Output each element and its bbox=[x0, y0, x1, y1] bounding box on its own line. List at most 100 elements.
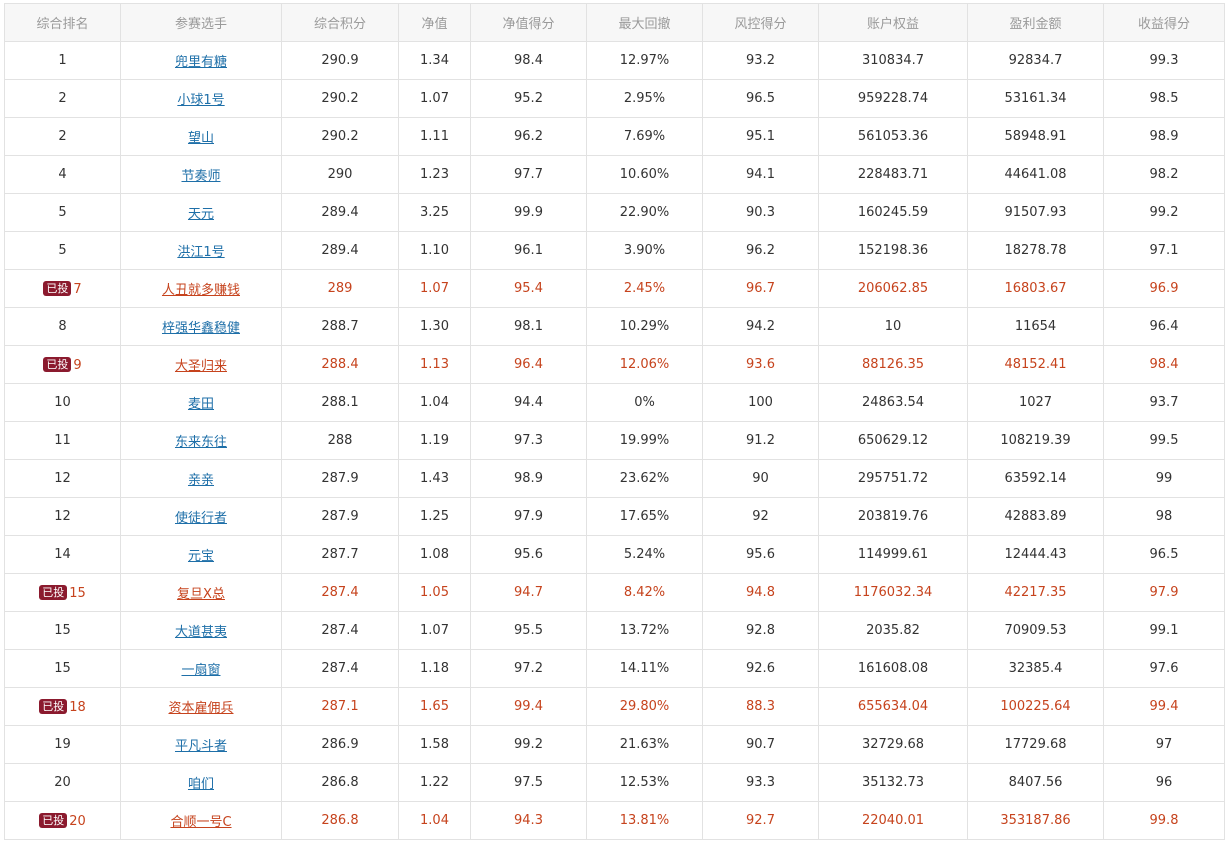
return-score-cell: 98.2 bbox=[1103, 155, 1225, 194]
rank-cell: 已投 18 bbox=[4, 687, 121, 726]
equity-cell: 295751.72 bbox=[818, 459, 968, 498]
player-link[interactable]: 复旦X总 bbox=[177, 587, 225, 602]
column-header-max-drawdown[interactable]: 最大回撤 bbox=[586, 3, 703, 42]
nav-cell: 1.58 bbox=[398, 725, 471, 764]
column-header-risk-score[interactable]: 风控得分 bbox=[702, 3, 819, 42]
equity-cell: 24863.54 bbox=[818, 383, 968, 422]
return-score-cell: 98.9 bbox=[1103, 117, 1225, 156]
nav-score-cell: 99.4 bbox=[470, 687, 587, 726]
return-score-cell: 99.4 bbox=[1103, 687, 1225, 726]
max-drawdown-cell: 29.80% bbox=[586, 687, 703, 726]
nav-cell: 1.18 bbox=[398, 649, 471, 688]
profit-cell: 12444.43 bbox=[967, 535, 1104, 574]
max-drawdown-cell: 12.53% bbox=[586, 763, 703, 802]
rank-value: 14 bbox=[54, 547, 71, 562]
player-cell: 资本雇佣兵 bbox=[120, 687, 282, 726]
ranking-table: 综合排名 参赛选手 综合积分 净值 净值得分 最大回撤 风控得分 账户权益 盈利… bbox=[4, 3, 1225, 840]
table-row: 2 望山 290.2 1.11 96.2 7.69% 95.1 561053.36 58948.… bbox=[4, 117, 1225, 156]
player-link[interactable]: 东来东往 bbox=[174, 435, 227, 450]
player-cell: 大圣归来 bbox=[120, 345, 282, 384]
player-link[interactable]: 麦田 bbox=[187, 397, 214, 412]
player-link[interactable]: 人丑就多赚钱 bbox=[161, 283, 240, 298]
table-row: 已投 15 复旦X总 287.4 1.05 94.7 8.42% 94.8 1176032.34… bbox=[4, 573, 1225, 612]
rank-cell: 2 bbox=[4, 79, 121, 118]
column-header-rank[interactable]: 综合排名 bbox=[4, 3, 121, 42]
return-score-cell: 98.4 bbox=[1103, 345, 1225, 384]
profit-cell: 92834.7 bbox=[967, 41, 1104, 80]
return-score-cell: 99 bbox=[1103, 459, 1225, 498]
risk-score-cell: 91.2 bbox=[702, 421, 819, 460]
player-link[interactable]: 大圣归来 bbox=[174, 359, 227, 374]
column-header-score[interactable]: 综合积分 bbox=[281, 3, 399, 42]
player-link[interactable]: 兜里有糖 bbox=[174, 55, 227, 70]
rank-cell: 已投 15 bbox=[4, 573, 121, 612]
player-link[interactable]: 咱们 bbox=[187, 777, 214, 792]
nav-score-cell: 95.4 bbox=[470, 269, 587, 308]
max-drawdown-cell: 5.24% bbox=[586, 535, 703, 574]
rank-cell: 已投 7 bbox=[4, 269, 121, 308]
player-link[interactable]: 亲亲 bbox=[187, 473, 214, 488]
return-score-cell: 99.8 bbox=[1103, 801, 1225, 840]
equity-cell: 10 bbox=[818, 307, 968, 346]
player-link[interactable]: 望山 bbox=[187, 131, 214, 146]
player-link[interactable]: 洪江1号 bbox=[177, 245, 225, 260]
column-header-nav[interactable]: 净值 bbox=[398, 3, 471, 42]
player-link[interactable]: 使徒行者 bbox=[174, 511, 227, 526]
column-header-return-score[interactable]: 收益得分 bbox=[1103, 3, 1225, 42]
max-drawdown-cell: 14.11% bbox=[586, 649, 703, 688]
player-link[interactable]: 天元 bbox=[187, 207, 214, 222]
rank-cell: 11 bbox=[4, 421, 121, 460]
table-row: 12 亲亲 287.9 1.43 98.9 23.62% 90 295751.72 63592.… bbox=[4, 459, 1225, 498]
player-cell: 麦田 bbox=[120, 383, 282, 422]
player-cell: 使徒行者 bbox=[120, 497, 282, 536]
score-cell: 288.1 bbox=[281, 383, 399, 422]
table-row: 5 天元 289.4 3.25 99.9 22.90% 90.3 160245.59 91507… bbox=[4, 193, 1225, 232]
player-link[interactable]: 资本雇佣兵 bbox=[168, 701, 234, 716]
invested-badge: 已投 bbox=[39, 698, 68, 714]
column-header-profit[interactable]: 盈利金额 bbox=[967, 3, 1104, 42]
rank-value: 12 bbox=[54, 509, 71, 524]
risk-score-cell: 93.2 bbox=[702, 41, 819, 80]
rank-cell: 15 bbox=[4, 649, 121, 688]
rank-value: 19 bbox=[54, 737, 71, 752]
return-score-cell: 96.4 bbox=[1103, 307, 1225, 346]
player-link[interactable]: 合顺一号C bbox=[170, 815, 232, 830]
rank-value: 2 bbox=[58, 129, 67, 144]
nav-score-cell: 94.7 bbox=[470, 573, 587, 612]
equity-cell: 561053.36 bbox=[818, 117, 968, 156]
profit-cell: 42883.89 bbox=[967, 497, 1104, 536]
player-link[interactable]: 大道甚夷 bbox=[174, 625, 227, 640]
rank-value: 15 bbox=[54, 661, 71, 676]
player-link[interactable]: 节奏师 bbox=[181, 169, 221, 184]
max-drawdown-cell: 17.65% bbox=[586, 497, 703, 536]
player-cell: 平凡斗者 bbox=[120, 725, 282, 764]
player-link[interactable]: 梓强华鑫稳健 bbox=[161, 321, 240, 336]
risk-score-cell: 95.6 bbox=[702, 535, 819, 574]
return-score-cell: 98 bbox=[1103, 497, 1225, 536]
equity-cell: 161608.08 bbox=[818, 649, 968, 688]
rank-value: 18 bbox=[69, 699, 86, 715]
column-header-player[interactable]: 参赛选手 bbox=[120, 3, 282, 42]
player-link[interactable]: 元宝 bbox=[187, 549, 214, 564]
profit-cell: 1027 bbox=[967, 383, 1104, 422]
table-row: 5 洪江1号 289.4 1.10 96.1 3.90% 96.2 152198.36 1827… bbox=[4, 231, 1225, 270]
score-cell: 287.4 bbox=[281, 649, 399, 688]
profit-cell: 17729.68 bbox=[967, 725, 1104, 764]
return-score-cell: 99.3 bbox=[1103, 41, 1225, 80]
rank-cell: 10 bbox=[4, 383, 121, 422]
player-cell: 东来东往 bbox=[120, 421, 282, 460]
nav-score-cell: 97.2 bbox=[470, 649, 587, 688]
player-link[interactable]: 小球1号 bbox=[177, 93, 225, 108]
player-link[interactable]: 一扇窗 bbox=[181, 663, 221, 678]
nav-cell: 1.34 bbox=[398, 41, 471, 80]
column-header-nav-score[interactable]: 净值得分 bbox=[470, 3, 587, 42]
risk-score-cell: 94.1 bbox=[702, 155, 819, 194]
player-link[interactable]: 平凡斗者 bbox=[174, 739, 227, 754]
column-header-equity[interactable]: 账户权益 bbox=[818, 3, 968, 42]
score-cell: 290 bbox=[281, 155, 399, 194]
max-drawdown-cell: 2.95% bbox=[586, 79, 703, 118]
rank-value: 12 bbox=[54, 471, 71, 486]
table-row: 已投 7 人丑就多赚钱 289 1.07 95.4 2.45% 96.7 206062.85 16… bbox=[4, 269, 1225, 308]
risk-score-cell: 92 bbox=[702, 497, 819, 536]
risk-score-cell: 92.7 bbox=[702, 801, 819, 840]
